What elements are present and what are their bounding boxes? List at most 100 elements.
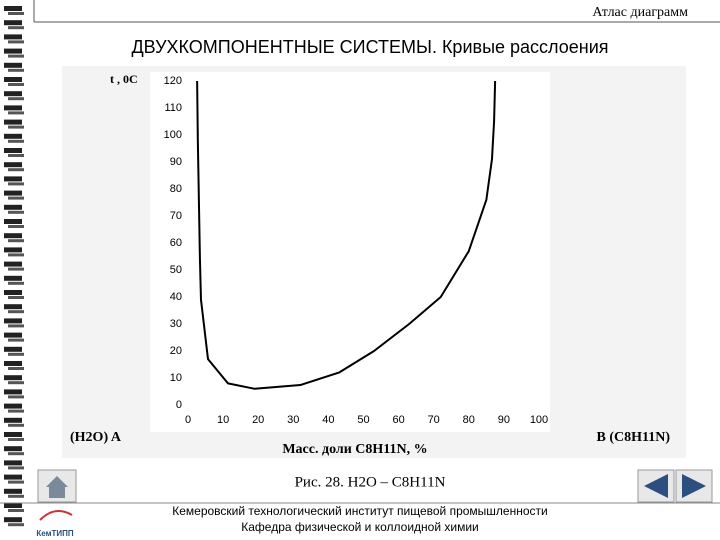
- binder-ring: [8, 452, 24, 456]
- binder-ring: [4, 233, 22, 239]
- binder-ring: [4, 503, 22, 508]
- binder-ring: [8, 54, 24, 58]
- binder-ring: [4, 261, 22, 267]
- x-tick-label: 40: [322, 414, 334, 426]
- home-icon[interactable]: [46, 476, 68, 498]
- y-tick-label: 80: [170, 183, 182, 195]
- next-button[interactable]: [675, 469, 713, 503]
- binder-ring: [4, 432, 22, 437]
- y-tick-label: 70: [170, 210, 182, 222]
- binder-ring: [4, 190, 22, 196]
- atlas-label: Атлас диаграмм: [592, 5, 688, 20]
- y-tick-label: 100: [164, 129, 182, 141]
- y-tick-label: 10: [170, 372, 182, 384]
- x-tick-label: 90: [498, 414, 510, 426]
- binder-ring: [8, 40, 24, 44]
- binder-ring: [4, 119, 22, 125]
- binder-strip: [4, 6, 24, 527]
- home-button[interactable]: [37, 469, 77, 503]
- binder-ring: [4, 20, 22, 26]
- binder-ring: [4, 332, 22, 338]
- binder-ring: [8, 97, 24, 101]
- x-tick-label: 70: [428, 414, 440, 426]
- binder-ring: [4, 204, 22, 210]
- x-tick-label: 10: [217, 414, 229, 426]
- logo-swoosh: [39, 510, 73, 521]
- binder-ring: [8, 111, 24, 115]
- prev-button[interactable]: [637, 469, 675, 503]
- binder-ring: [4, 304, 22, 310]
- binder-ring: [8, 367, 24, 370]
- binder-ring: [4, 361, 22, 366]
- binder-ring: [4, 446, 22, 452]
- y-tick-label: 90: [170, 156, 182, 168]
- y-tick-label: 120: [164, 75, 182, 87]
- x-tick-label: 30: [287, 414, 299, 426]
- y-tick-label: 20: [170, 345, 182, 357]
- binder-ring: [8, 480, 24, 484]
- binder-ring: [8, 12, 24, 15]
- binder-ring: [4, 105, 22, 111]
- binder-ring: [8, 253, 24, 257]
- binder-ring: [8, 438, 24, 441]
- binder-ring: [8, 139, 24, 143]
- slide-title: ДВУХКОМПОНЕНТНЫЕ СИСТЕМЫ. Кривые расслое…: [131, 37, 608, 57]
- binder-ring: [4, 417, 22, 423]
- binder-ring: [8, 523, 24, 527]
- x-tick-label: 20: [252, 414, 264, 426]
- binder-ring: [4, 34, 22, 40]
- binder-ring: [8, 296, 24, 299]
- component-a: (H2O) A: [70, 430, 122, 445]
- binder-ring: [4, 133, 22, 139]
- binder-ring: [8, 381, 24, 385]
- x-tick-label: 60: [392, 414, 404, 426]
- binder-ring: [8, 168, 24, 172]
- binder-ring: [4, 474, 22, 480]
- binder-ring: [8, 310, 24, 314]
- y-tick-label: 110: [164, 102, 182, 114]
- binder-ring: [4, 389, 22, 395]
- x-tick-label: 100: [530, 414, 548, 426]
- plot: 0 10 20 30 40 50 60 70 80 90 100 110 120 0 10 20 30 40 50 6…: [164, 75, 549, 426]
- binder-ring: [4, 517, 22, 523]
- binder-ring: [4, 290, 22, 295]
- figure-caption: Рис. 28. H2O – C8H11N: [295, 474, 446, 490]
- binder-ring: [4, 247, 22, 253]
- binder-ring: [8, 196, 24, 200]
- binder-ring: [4, 460, 22, 466]
- binder-ring: [4, 48, 22, 54]
- y-tick-label: 30: [170, 318, 182, 330]
- binder-ring: [8, 409, 24, 413]
- binder-ring: [4, 275, 22, 281]
- binder-ring: [4, 219, 22, 224]
- binder-ring: [4, 375, 22, 381]
- x-tick-label: 80: [463, 414, 475, 426]
- binder-ring: [4, 403, 22, 409]
- y-axis-label: t , 0C: [110, 72, 138, 86]
- binder-ring: [8, 239, 24, 243]
- y-tick-label: 40: [170, 291, 182, 303]
- binder-ring: [8, 225, 24, 228]
- binder-ring: [8, 83, 24, 86]
- footer-line: Кафедра физической и коллоидной химии: [241, 520, 478, 534]
- binder-ring: [4, 162, 22, 168]
- binder-ring: [4, 62, 22, 68]
- x-tick-label: 0: [185, 414, 191, 426]
- binder-ring: [4, 77, 22, 82]
- binder-ring: [8, 423, 24, 427]
- binder-ring: [8, 338, 24, 342]
- y-tick-label: 50: [170, 264, 182, 276]
- x-axis-label: Масс. доли C8H11N, %: [282, 442, 427, 457]
- binder-ring: [8, 125, 24, 129]
- prev-icon[interactable]: [644, 474, 668, 498]
- binder-ring: [4, 148, 22, 153]
- binder-ring: [8, 154, 24, 157]
- next-icon[interactable]: [682, 474, 706, 498]
- x-tick-label: 50: [357, 414, 369, 426]
- binder-ring: [8, 281, 24, 285]
- y-tick-label: 60: [170, 237, 182, 249]
- curve: [196, 80, 497, 390]
- binder-ring: [4, 6, 22, 11]
- binder-ring: [8, 352, 24, 356]
